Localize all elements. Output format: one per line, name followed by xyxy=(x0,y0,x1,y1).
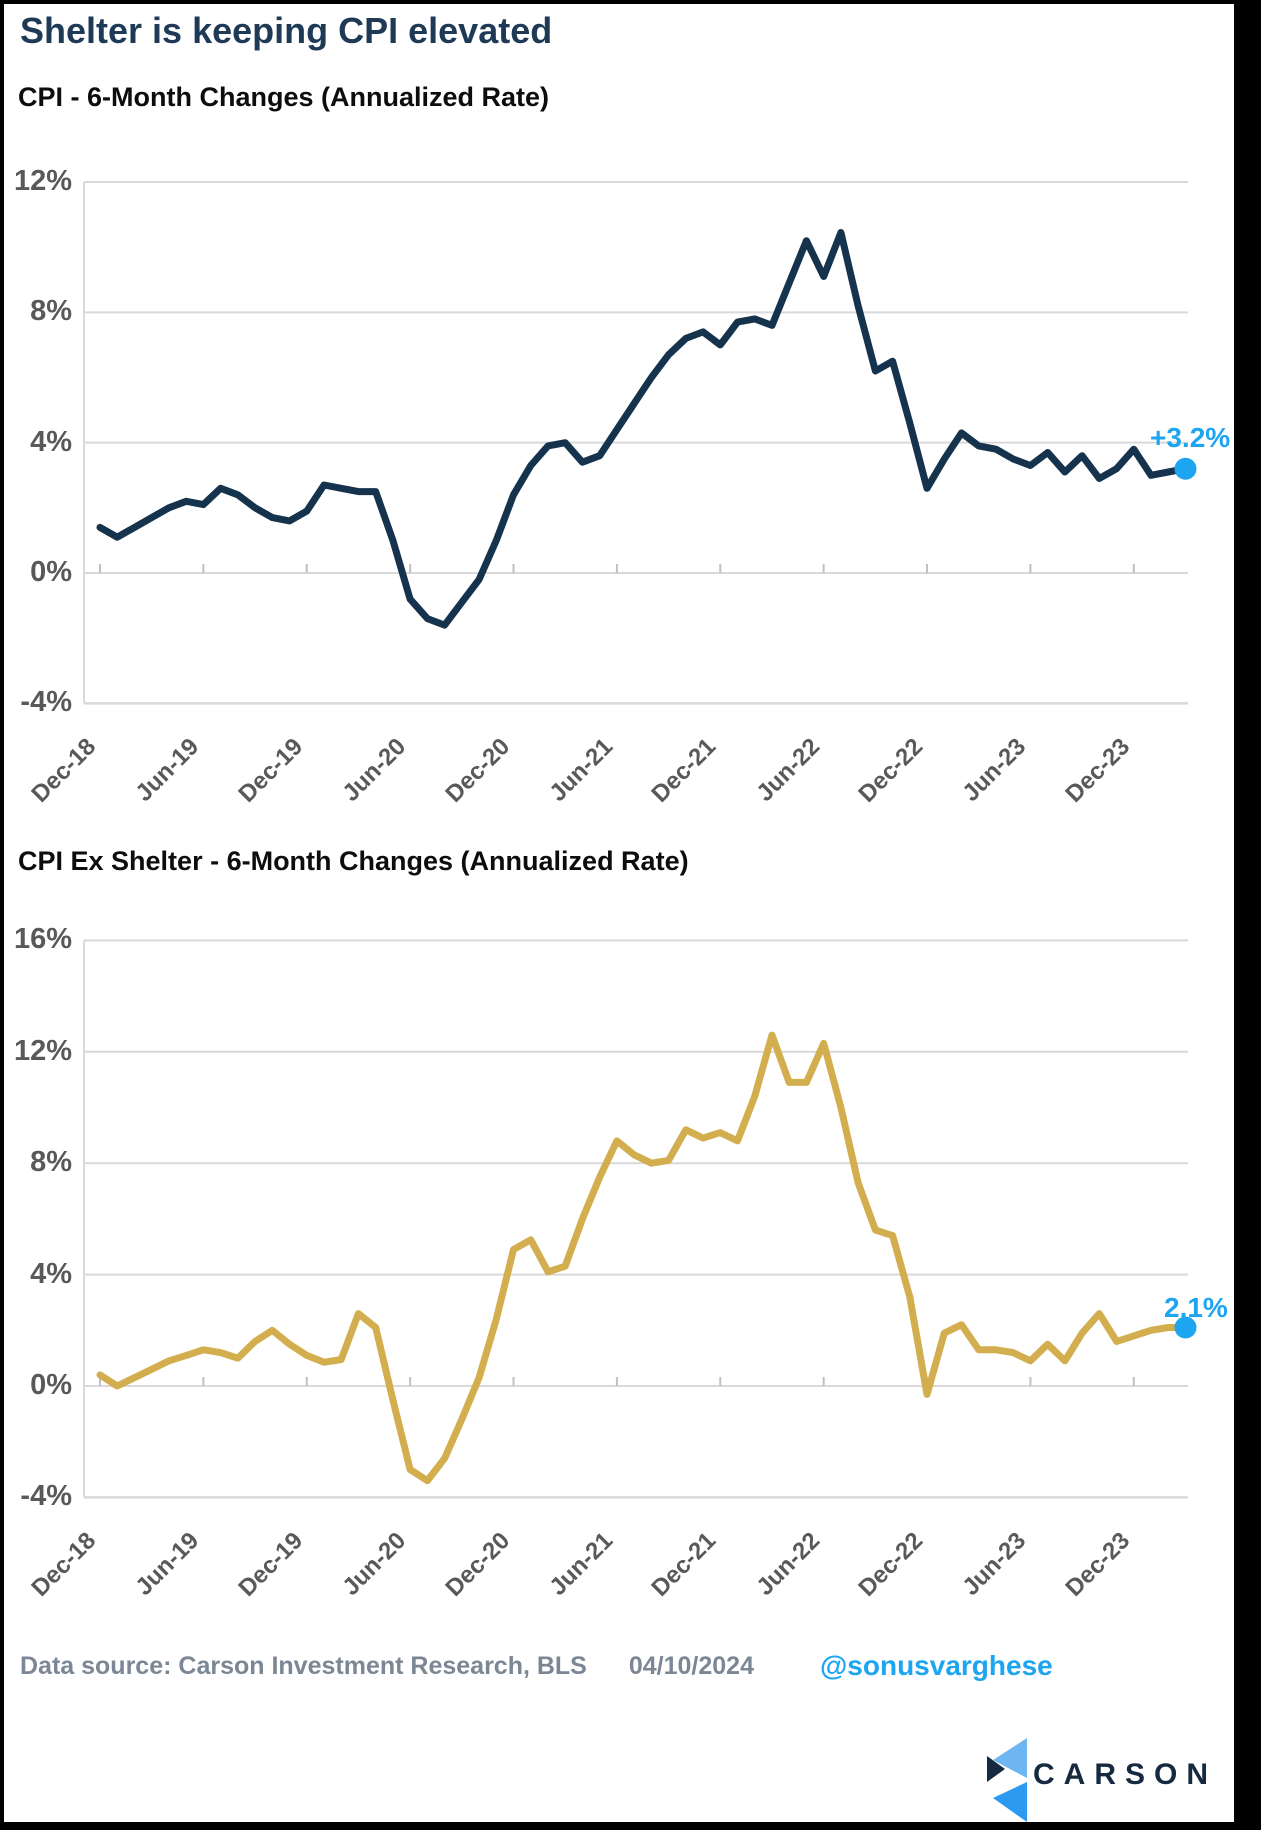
y-tick-label: 0% xyxy=(30,1369,72,1401)
footer-date: 04/10/2024 xyxy=(628,1652,754,1680)
cpi-latest-value-label: +3.2% xyxy=(1150,422,1231,453)
image-border-bottom xyxy=(0,1822,1261,1830)
image-border-right xyxy=(1234,0,1261,1830)
y-tick-label: 4% xyxy=(30,1257,72,1290)
carson-logo-text: CARSON xyxy=(1033,1758,1218,1791)
y-tick-label: 4% xyxy=(30,425,72,458)
y-tick-label: 8% xyxy=(30,1146,72,1179)
data-source-note: Data source: Carson Investment Research,… xyxy=(20,1652,754,1681)
carson-logo-icon xyxy=(987,1738,1027,1822)
data-source-text: Data source: Carson Investment Research,… xyxy=(20,1652,587,1680)
carson-logo: CARSON xyxy=(985,1732,1225,1824)
chart2-title: CPI Ex Shelter - 6-Month Changes (Annual… xyxy=(18,846,689,876)
y-tick-label: 0% xyxy=(30,556,72,588)
page-title: Shelter is keeping CPI elevated xyxy=(20,10,553,51)
twitter-handle: @sonusvarghese xyxy=(820,1650,1053,1681)
y-tick-label: 12% xyxy=(13,165,72,198)
y-tick-label: 8% xyxy=(30,295,72,328)
image-border-top xyxy=(0,0,1261,4)
y-tick-label: -4% xyxy=(20,686,72,719)
chart1-title: CPI - 6-Month Changes (Annualized Rate) xyxy=(18,82,550,112)
y-tick-label: 16% xyxy=(13,923,72,956)
cpi-ex-shelter-latest-value-label: 2.1% xyxy=(1164,1292,1228,1323)
image-border-left xyxy=(0,0,4,1830)
y-tick-label: 12% xyxy=(13,1034,72,1067)
y-tick-label: -4% xyxy=(20,1480,72,1513)
